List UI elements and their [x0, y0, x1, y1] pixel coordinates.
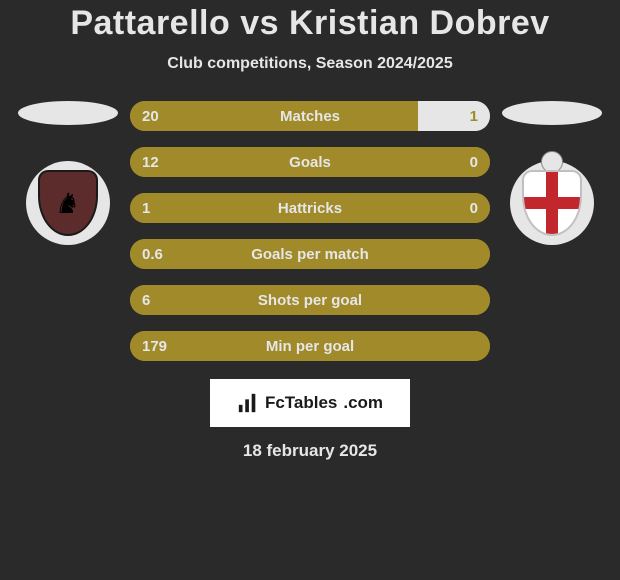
stat-value-right: 1	[418, 101, 490, 131]
stat-value-left: 6	[130, 285, 478, 315]
country-pill-right	[502, 101, 602, 125]
club-crest-right	[510, 161, 594, 245]
stat-value-left: 0.6	[130, 239, 478, 269]
stat-value-right	[478, 331, 490, 361]
stat-row: 201Matches	[130, 101, 490, 131]
shield-icon	[522, 170, 582, 236]
date-label: 18 february 2025	[0, 441, 620, 461]
shield-icon: ♞	[38, 170, 98, 236]
brand-suffix: .com	[343, 393, 383, 413]
cross-icon	[524, 197, 580, 209]
stat-value-right: 0	[478, 193, 490, 223]
stat-bars: 201Matches 120Goals 10Hattricks 0.6Goals pe…	[130, 101, 490, 361]
brand-logo: FcTables .com	[210, 379, 410, 427]
stat-value-right: 0	[478, 147, 490, 177]
player1-name: Pattarello	[70, 4, 230, 42]
stat-row: 179Min per goal	[130, 331, 490, 361]
player2-name: Kristian Dobrev	[289, 4, 550, 42]
vs-label: vs	[240, 4, 279, 42]
main-row: ♞ 201Matches 120Goals 10Hattricks 0.6Goals …	[0, 101, 620, 361]
stat-value-right	[478, 239, 490, 269]
right-side	[502, 101, 602, 245]
brand-name: FcTables	[265, 393, 337, 413]
subtitle: Club competitions, Season 2024/2025	[0, 55, 620, 73]
stat-value-left: 20	[130, 101, 418, 131]
stat-value-left: 12	[130, 147, 478, 177]
country-pill-left	[18, 101, 118, 125]
bar-chart-icon	[237, 392, 259, 414]
comparison-card: Pattarello vs Kristian Dobrev Club compe…	[0, 0, 620, 580]
left-side: ♞	[18, 101, 118, 245]
stat-row: 120Goals	[130, 147, 490, 177]
stat-value-right	[478, 285, 490, 315]
stat-value-left: 1	[130, 193, 478, 223]
stat-value-left: 179	[130, 331, 478, 361]
club-crest-left: ♞	[26, 161, 110, 245]
horse-icon: ♞	[55, 187, 80, 220]
stat-row: 10Hattricks	[130, 193, 490, 223]
page-title: Pattarello vs Kristian Dobrev	[0, 4, 620, 43]
stat-row: 0.6Goals per match	[130, 239, 490, 269]
stat-row: 6Shots per goal	[130, 285, 490, 315]
